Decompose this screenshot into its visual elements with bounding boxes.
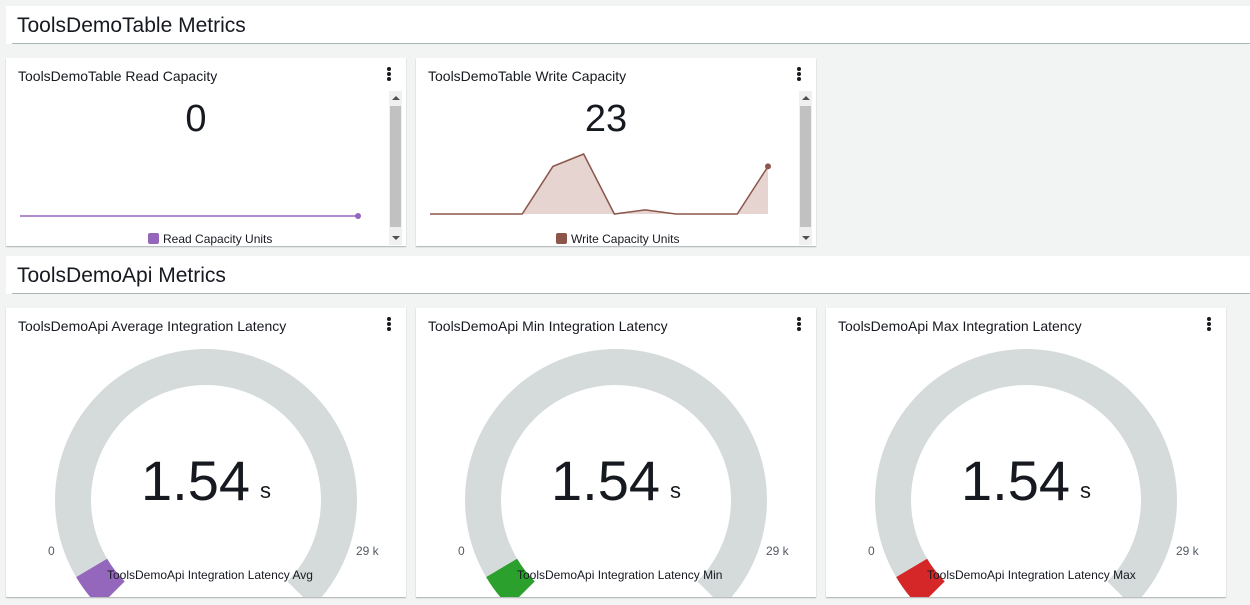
legend-item[interactable]: ToolsDemoApi Integration Latency Min <box>502 568 722 582</box>
legend-item[interactable]: Write Capacity Units <box>556 232 679 246</box>
gauge-unit: s <box>670 478 681 503</box>
gauge-unit: s <box>1080 478 1091 503</box>
single-value: 23 <box>584 98 628 140</box>
scroll-thumb[interactable] <box>800 106 811 227</box>
scroll-down-icon[interactable] <box>392 236 400 240</box>
legend-swatch <box>92 569 103 580</box>
gauge-value: 1.54 <box>551 449 660 512</box>
legend-item[interactable]: ToolsDemoApi Integration Latency Max <box>912 568 1136 582</box>
section-divider <box>12 293 1250 294</box>
widget-gauge-avg[interactable]: ToolsDemoApi Average Integration Latency… <box>6 308 406 597</box>
legend-label: Read Capacity Units <box>163 232 273 246</box>
scroll-down-icon[interactable] <box>802 236 810 240</box>
section-header-table: ToolsDemoTable Metrics <box>6 6 1250 44</box>
gauge-track <box>875 348 1177 597</box>
widget-write-capacity[interactable]: ToolsDemoTable Write Capacity 23 Write C… <box>416 58 816 246</box>
sparkline-last-point <box>355 213 361 219</box>
gauge-unit: s <box>260 478 271 503</box>
section-header-api: ToolsDemoApi Metrics <box>6 256 1250 294</box>
gauge-track <box>55 348 357 597</box>
scroll-thumb[interactable] <box>390 106 401 227</box>
gauge-min-label: 0 <box>48 544 55 558</box>
gauge-max-label: 29 k <box>766 544 789 558</box>
sparkline-line <box>430 153 769 215</box>
widget-gauge-min[interactable]: ToolsDemoApi Min Integration Latency 1.5… <box>416 308 816 597</box>
widget-title: ToolsDemoTable Write Capacity <box>428 68 627 84</box>
legend-item[interactable]: Read Capacity Units <box>148 232 272 246</box>
widget-title: ToolsDemoApi Average Integration Latency <box>18 318 287 334</box>
single-value: 0 <box>185 98 207 140</box>
gauge-value: 1.54 <box>961 449 1070 512</box>
legend-swatch <box>502 569 513 580</box>
sparkline-chart <box>20 213 361 219</box>
gauge-min-label: 0 <box>458 544 465 558</box>
legend-swatch <box>912 569 923 580</box>
gauge-max-label: 29 k <box>1176 544 1199 558</box>
widget-gauge-max[interactable]: ToolsDemoApi Max Integration Latency 1.5… <box>826 308 1226 597</box>
more-vertical-icon[interactable] <box>386 317 392 331</box>
gauge-value: 1.54 <box>141 449 250 512</box>
legend-item[interactable]: ToolsDemoApi Integration Latency Avg <box>92 568 313 582</box>
widget-read-capacity[interactable]: ToolsDemoTable Read Capacity 0 Read Capa… <box>6 58 406 246</box>
gauge-min-label: 0 <box>868 544 875 558</box>
legend-label: ToolsDemoApi Integration Latency Avg <box>107 568 313 582</box>
more-vertical-icon[interactable] <box>796 317 802 331</box>
legend-label: Write Capacity Units <box>571 232 680 246</box>
section-title: ToolsDemoApi Metrics <box>17 264 226 287</box>
widget-title: ToolsDemoApi Min Integration Latency <box>428 318 668 334</box>
gauge-max-label: 29 k <box>356 544 379 558</box>
sparkline-chart <box>430 153 771 215</box>
legend-label: ToolsDemoApi Integration Latency Max <box>927 568 1136 582</box>
scroll-up-icon[interactable] <box>802 96 810 100</box>
widget-title: ToolsDemoTable Read Capacity <box>18 68 218 84</box>
scroll-up-icon[interactable] <box>392 96 400 100</box>
gauge-track <box>465 348 767 597</box>
legend-swatch <box>148 233 159 244</box>
section-divider <box>12 43 1250 44</box>
more-vertical-icon[interactable] <box>796 67 802 81</box>
scrollbar[interactable] <box>799 91 812 245</box>
widget-title: ToolsDemoApi Max Integration Latency <box>838 318 1082 334</box>
sparkline-last-point <box>765 163 771 170</box>
scrollbar[interactable] <box>389 91 402 245</box>
legend-swatch <box>556 233 567 244</box>
more-vertical-icon[interactable] <box>1206 317 1212 331</box>
section-title: ToolsDemoTable Metrics <box>17 14 246 37</box>
more-vertical-icon[interactable] <box>386 67 392 81</box>
legend-label: ToolsDemoApi Integration Latency Min <box>517 568 723 582</box>
